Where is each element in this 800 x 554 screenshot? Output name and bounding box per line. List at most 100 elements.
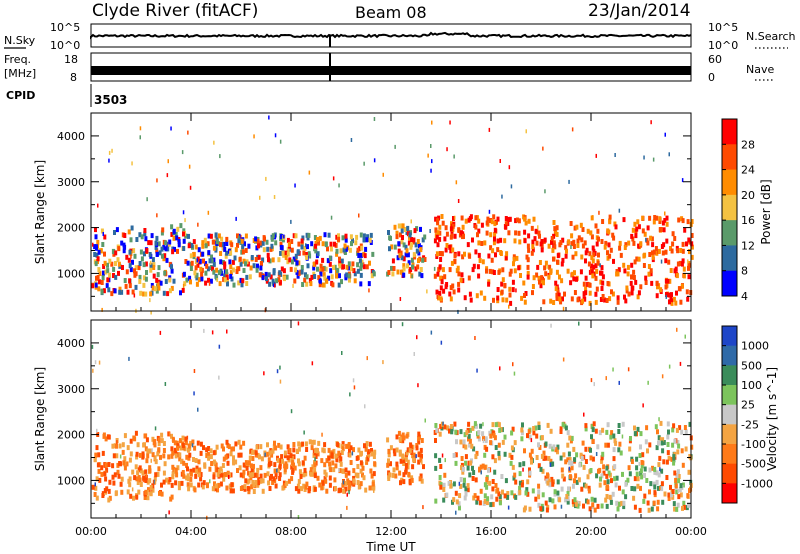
data-cell <box>239 277 243 283</box>
data-cell <box>342 247 346 253</box>
data-cell <box>184 436 188 442</box>
data-cell <box>294 486 298 492</box>
data-cell <box>194 473 198 479</box>
data-cell <box>257 254 261 260</box>
data-cell <box>687 265 690 271</box>
data-cell <box>589 263 593 269</box>
data-cell <box>467 217 471 223</box>
data-cell <box>308 277 312 283</box>
data-cell <box>555 296 559 301</box>
data-cell <box>226 460 230 466</box>
data-cell <box>94 452 98 458</box>
data-cell <box>649 268 653 274</box>
data-cell <box>316 475 320 481</box>
data-cell <box>292 233 296 239</box>
sparse-cell <box>647 380 649 385</box>
data-cell <box>321 257 325 263</box>
data-cell <box>463 432 467 438</box>
data-cell <box>564 425 568 431</box>
data-cell <box>291 469 295 475</box>
data-cell <box>259 478 263 484</box>
sparse-cell <box>283 234 285 239</box>
data-cell <box>244 261 247 267</box>
data-cell <box>197 472 201 478</box>
data-cell <box>664 278 668 284</box>
data-cell <box>394 473 398 479</box>
colorbar-swatch <box>722 144 737 171</box>
data-cell <box>461 278 465 284</box>
data-cell <box>268 486 272 491</box>
data-cell <box>202 445 205 451</box>
data-cell <box>547 243 551 249</box>
data-cell <box>436 242 440 248</box>
data-cell <box>180 480 184 486</box>
data-cell <box>560 278 564 284</box>
data-cell <box>671 489 675 494</box>
y-tick-label: 2000 <box>57 429 85 442</box>
data-cell <box>685 289 689 295</box>
data-cell <box>250 484 254 490</box>
data-cell <box>643 231 647 237</box>
data-cell <box>232 455 235 461</box>
sparse-cell <box>424 418 426 423</box>
data-cell <box>660 468 664 474</box>
data-cell <box>187 443 191 449</box>
sparse-cell <box>595 452 598 456</box>
data-cell <box>584 290 588 296</box>
data-cell <box>466 483 470 489</box>
data-cell <box>107 287 111 293</box>
colorbar-swatch <box>722 220 737 246</box>
sparse-cell <box>308 170 311 175</box>
data-cell <box>251 449 255 455</box>
data-cell <box>419 457 423 463</box>
data-cell <box>146 495 150 501</box>
sparse-cell <box>264 452 266 457</box>
data-cell <box>228 259 232 265</box>
data-cell <box>539 466 543 472</box>
data-cell <box>471 476 475 481</box>
data-cell <box>665 475 669 480</box>
data-cell <box>324 472 328 478</box>
data-cell <box>305 447 309 452</box>
data-cell <box>184 259 188 264</box>
data-cell <box>468 438 472 444</box>
data-cell <box>592 264 596 270</box>
sparse-cell <box>130 254 132 259</box>
sparse-cell <box>153 479 156 484</box>
data-cell <box>546 422 550 428</box>
data-cell <box>644 439 648 445</box>
data-cell <box>487 253 491 259</box>
data-cell <box>656 499 660 505</box>
velocity-colorbar-label: Velocity [m s^-1] <box>765 367 779 471</box>
sparse-cell <box>399 297 402 301</box>
data-cell <box>170 482 174 488</box>
data-cell <box>676 502 680 508</box>
data-cell <box>313 486 317 492</box>
data-cell <box>114 250 118 256</box>
sparse-cell <box>599 263 601 268</box>
sparse-cell <box>166 173 169 178</box>
data-cell <box>189 476 193 482</box>
data-cell <box>643 493 647 499</box>
data-cell <box>265 276 268 282</box>
data-cell <box>121 449 125 455</box>
data-cell <box>632 275 636 280</box>
data-cell <box>269 246 273 252</box>
data-cell <box>302 250 306 256</box>
colorbar-tick-label: 12 <box>741 239 755 252</box>
sparse-cell <box>94 360 97 365</box>
data-cell <box>457 251 461 257</box>
data-cell <box>237 452 241 458</box>
data-cell <box>140 234 144 240</box>
data-cell <box>667 496 671 501</box>
data-cell <box>330 452 334 458</box>
data-cell <box>678 425 682 431</box>
data-cell <box>443 472 447 478</box>
data-cell <box>193 270 197 276</box>
data-cell <box>313 467 317 473</box>
data-cell <box>485 220 489 226</box>
data-cell <box>607 470 611 476</box>
data-cell <box>580 254 584 260</box>
data-cell <box>252 482 256 488</box>
data-cell <box>473 421 477 427</box>
